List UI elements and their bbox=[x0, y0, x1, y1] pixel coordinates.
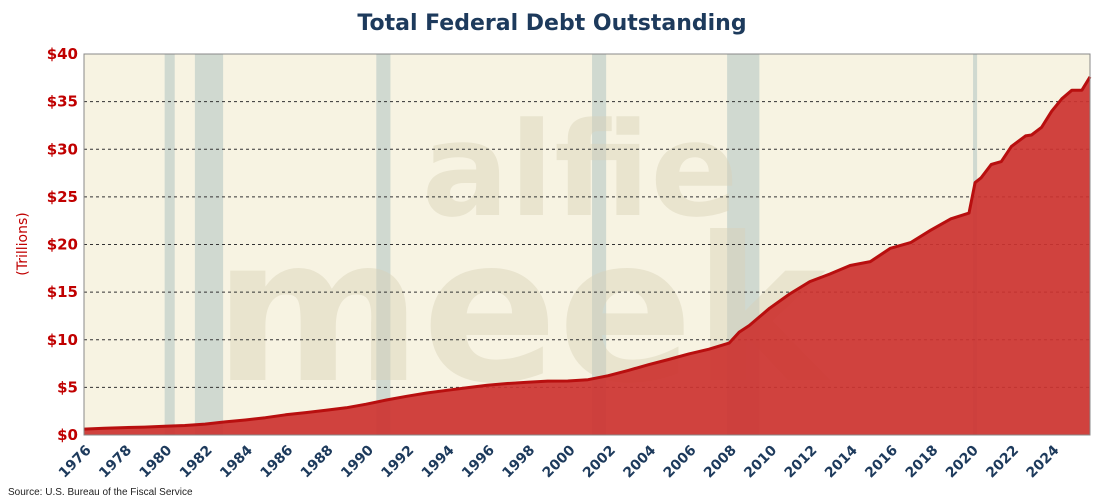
debt-area bbox=[84, 76, 1090, 436]
x-tick-label-21: 2018 bbox=[903, 442, 942, 481]
x-tick-label-9: 1994 bbox=[419, 442, 458, 481]
source-note: Source: U.S. Bureau of the Fiscal Servic… bbox=[8, 487, 193, 498]
x-tick-label-6: 1988 bbox=[298, 442, 337, 481]
x-tick-label-1: 1978 bbox=[96, 442, 135, 481]
watermark-text-alfie: alfie bbox=[422, 94, 739, 246]
x-tick-label-16: 2008 bbox=[701, 442, 740, 481]
y-axis-label: (Trillions) bbox=[15, 212, 31, 275]
x-tick-label-3: 1982 bbox=[177, 442, 216, 481]
y-axis-ticks: $0 $5 $10 $15 $20 $25 $30 $35 $40 bbox=[47, 45, 78, 444]
x-axis-ticks: 1976 1978 1980 1982 1984 1986 1988 1990 1992 1994… bbox=[56, 442, 1063, 481]
y-tick-label-4: $20 bbox=[47, 236, 78, 254]
y-tick-label-6: $30 bbox=[47, 140, 78, 158]
x-tick-label-0: 1976 bbox=[56, 442, 95, 481]
y-tick-label-2: $10 bbox=[47, 331, 78, 349]
plot-border bbox=[83, 53, 1091, 436]
y-tick-label-5: $25 bbox=[47, 188, 78, 206]
x-tick-label-8: 1992 bbox=[378, 442, 417, 481]
x-tick-label-22: 2020 bbox=[943, 442, 982, 481]
y-tick-label-3: $15 bbox=[47, 283, 78, 301]
x-tick-label-10: 1996 bbox=[459, 442, 498, 481]
y-tick-label-1: $5 bbox=[57, 378, 78, 396]
x-tick-label-12: 2000 bbox=[540, 442, 579, 481]
x-tick-label-5: 1986 bbox=[257, 442, 296, 481]
x-tick-label-13: 2002 bbox=[580, 442, 619, 481]
x-tick-label-24: 2024 bbox=[1024, 442, 1063, 481]
x-tick-label-11: 1998 bbox=[499, 442, 538, 481]
chart-title: Total Federal Debt Outstanding bbox=[357, 11, 746, 36]
x-tick-label-17: 2010 bbox=[741, 442, 780, 481]
debt-line bbox=[83, 76, 1092, 431]
y-tick-label-0: $0 bbox=[57, 426, 78, 444]
x-tick-label-4: 1984 bbox=[217, 442, 256, 481]
x-tick-label-19: 2014 bbox=[822, 442, 861, 481]
x-tick-label-14: 2004 bbox=[620, 442, 659, 481]
x-tick-label-2: 1980 bbox=[137, 442, 176, 481]
x-tick-label-20: 2016 bbox=[862, 442, 901, 481]
x-tick-label-15: 2006 bbox=[661, 442, 700, 481]
x-tick-label-23: 2022 bbox=[983, 442, 1022, 481]
x-tick-label-7: 1990 bbox=[338, 442, 377, 481]
y-tick-label-8: $40 bbox=[47, 45, 78, 63]
y-tick-label-7: $35 bbox=[47, 93, 78, 111]
x-tick-label-18: 2012 bbox=[782, 442, 821, 481]
